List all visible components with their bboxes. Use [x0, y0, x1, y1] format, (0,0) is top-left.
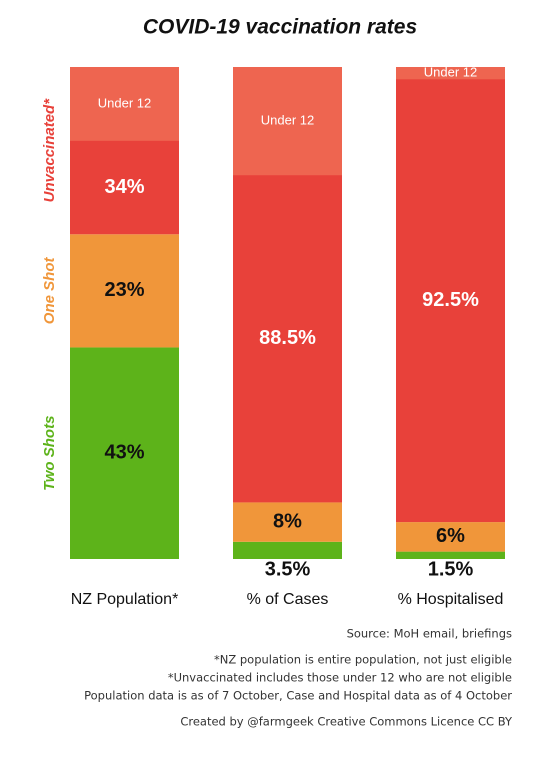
series-label: Unvaccinated*: [41, 98, 58, 203]
note: *NZ population is entire population, not…: [214, 653, 512, 667]
under-12-segment: [70, 67, 179, 141]
under-12-segment: [233, 67, 342, 176]
note: Created by @farmgeek Creative Commons Li…: [180, 715, 513, 729]
under-12-label: Under 12: [261, 113, 314, 128]
bar-segment: [396, 522, 505, 552]
bar-segment: [233, 502, 342, 542]
value-label: 23%: [104, 279, 144, 301]
chart-title: COVID-19 vaccination rates: [143, 16, 417, 39]
under-12-label: Under 12: [98, 95, 151, 110]
series-label: One Shot: [41, 257, 58, 325]
value-label: 43%: [104, 442, 144, 464]
under-12-segment: [396, 67, 505, 80]
note: Source: MoH email, briefings: [347, 627, 512, 641]
value-label: 1.5%: [428, 558, 474, 580]
value-label: 3.5%: [265, 558, 311, 580]
value-label: 6%: [436, 525, 465, 547]
x-tick-label: NZ Population*: [71, 591, 179, 608]
bar-segment: [396, 551, 505, 559]
value-label: 34%: [104, 176, 144, 198]
bar-segment: [233, 541, 342, 559]
under-12-label: Under 12: [424, 65, 477, 80]
bar-segment: [70, 234, 179, 348]
note: *Unvaccinated includes those under 12 wh…: [168, 671, 512, 685]
value-label: 88.5%: [259, 327, 316, 349]
x-tick-label: % of Cases: [247, 591, 329, 608]
bar-segment: [396, 67, 505, 523]
note: Population data is as of 7 October, Case…: [84, 689, 512, 703]
value-label: 92.5%: [422, 289, 479, 311]
value-label: 8%: [273, 510, 302, 532]
series-label: Two Shots: [41, 416, 58, 491]
bar-segment: [70, 347, 179, 559]
x-tick-label: % Hospitalised: [398, 591, 504, 608]
